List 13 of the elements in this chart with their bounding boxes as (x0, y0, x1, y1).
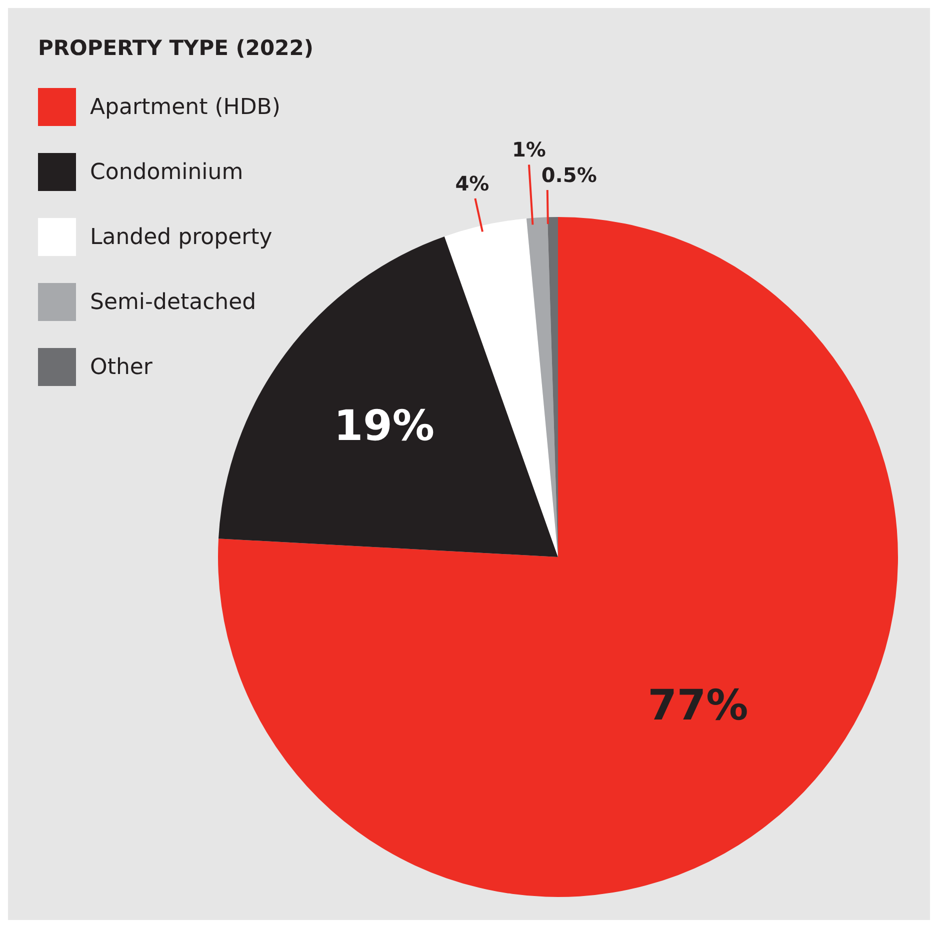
chart-title: PROPERTY TYPE (2022) (38, 36, 314, 60)
legend-label: Other (90, 354, 152, 380)
data-label: 1% (512, 138, 546, 162)
data-label: 19% (334, 401, 434, 450)
data-label: 0.5% (541, 163, 597, 188)
legend-label: Semi-detached (90, 290, 256, 314)
legend-label: Apartment (HDB) (90, 94, 280, 120)
data-label: 4% (455, 171, 490, 196)
pie-slice (444, 218, 558, 557)
legend-label: Condominium (90, 160, 244, 184)
pie-slice (526, 217, 558, 557)
legend-label: Landed property (90, 224, 272, 250)
data-label: 77% (648, 680, 748, 730)
